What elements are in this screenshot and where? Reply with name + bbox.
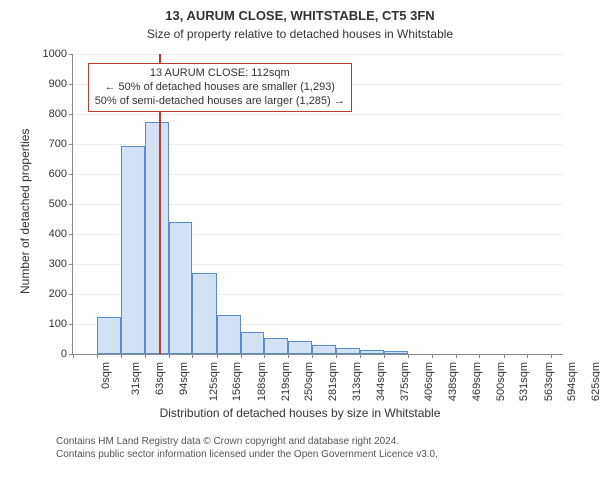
x-tick-label: 0sqm — [100, 362, 112, 389]
y-tick-label: 800 — [49, 108, 67, 120]
y-tick-label: 100 — [49, 318, 67, 330]
histogram-bar — [288, 341, 312, 355]
x-tick-label: 94sqm — [178, 362, 190, 395]
x-tick-label: 500sqm — [495, 362, 507, 401]
x-tick-label: 250sqm — [303, 362, 315, 401]
footer-line-2: Contains public sector information licen… — [56, 449, 438, 460]
histogram-bar — [97, 317, 121, 355]
chart-container: { "chart": { "type": "histogram", "title… — [0, 0, 600, 500]
y-tick-label: 200 — [49, 288, 67, 300]
annotation-line: ← 50% of detached houses are smaller (1,… — [95, 81, 345, 95]
x-tick-label: 31sqm — [130, 362, 142, 395]
x-tick-label: 125sqm — [208, 362, 220, 401]
histogram-bar — [264, 338, 288, 355]
x-tick-label: 188sqm — [256, 362, 268, 401]
x-tick-label: 313sqm — [352, 362, 364, 401]
y-tick-label: 900 — [49, 78, 67, 90]
x-tick-label: 406sqm — [423, 362, 435, 401]
annotation-line: 50% of semi-detached houses are larger (… — [95, 95, 345, 109]
footer-line-1: Contains HM Land Registry data © Crown c… — [56, 436, 399, 447]
x-tick-label: 625sqm — [590, 362, 600, 401]
y-tick-label: 600 — [49, 168, 67, 180]
plot-area: 010020030040050060070080090010000sqm31sq… — [72, 54, 563, 355]
x-tick-label: 438sqm — [447, 362, 459, 401]
y-tick-label: 1000 — [43, 48, 67, 60]
y-axis-label: Number of detached properties — [18, 129, 32, 294]
x-tick-label: 469sqm — [471, 362, 483, 401]
x-tick-label: 594sqm — [567, 362, 579, 401]
histogram-bar — [169, 222, 193, 354]
x-tick-label: 375sqm — [399, 362, 411, 401]
annotation-line: 13 AURUM CLOSE: 112sqm — [95, 67, 345, 81]
chart-title: 13, AURUM CLOSE, WHITSTABLE, CT5 3FN — [0, 8, 600, 23]
y-tick-label: 700 — [49, 138, 67, 150]
x-tick-label: 563sqm — [543, 362, 555, 401]
y-tick-label: 0 — [61, 348, 67, 360]
histogram-bar — [336, 348, 360, 354]
x-tick-label: 281sqm — [327, 362, 339, 401]
histogram-bar — [217, 315, 241, 354]
gridline — [73, 54, 563, 55]
histogram-bar — [360, 350, 384, 355]
annotation-box: 13 AURUM CLOSE: 112sqm← 50% of detached … — [88, 63, 352, 112]
y-tick-label: 400 — [49, 228, 67, 240]
x-tick-label: 156sqm — [231, 362, 243, 401]
histogram-bar — [312, 345, 336, 354]
y-tick-label: 300 — [49, 258, 67, 270]
x-tick-label: 63sqm — [154, 362, 166, 395]
histogram-bar — [145, 122, 169, 355]
histogram-bar — [192, 273, 216, 354]
x-tick-label: 531sqm — [518, 362, 530, 401]
x-tick-label: 344sqm — [375, 362, 387, 401]
histogram-bar — [241, 332, 265, 355]
chart-subtitle: Size of property relative to detached ho… — [0, 27, 600, 41]
x-tick-label: 219sqm — [280, 362, 292, 401]
y-tick-label: 500 — [49, 198, 67, 210]
x-axis-caption: Distribution of detached houses by size … — [0, 406, 600, 420]
histogram-bar — [384, 351, 408, 354]
histogram-bar — [121, 146, 145, 355]
gridline — [73, 114, 563, 115]
